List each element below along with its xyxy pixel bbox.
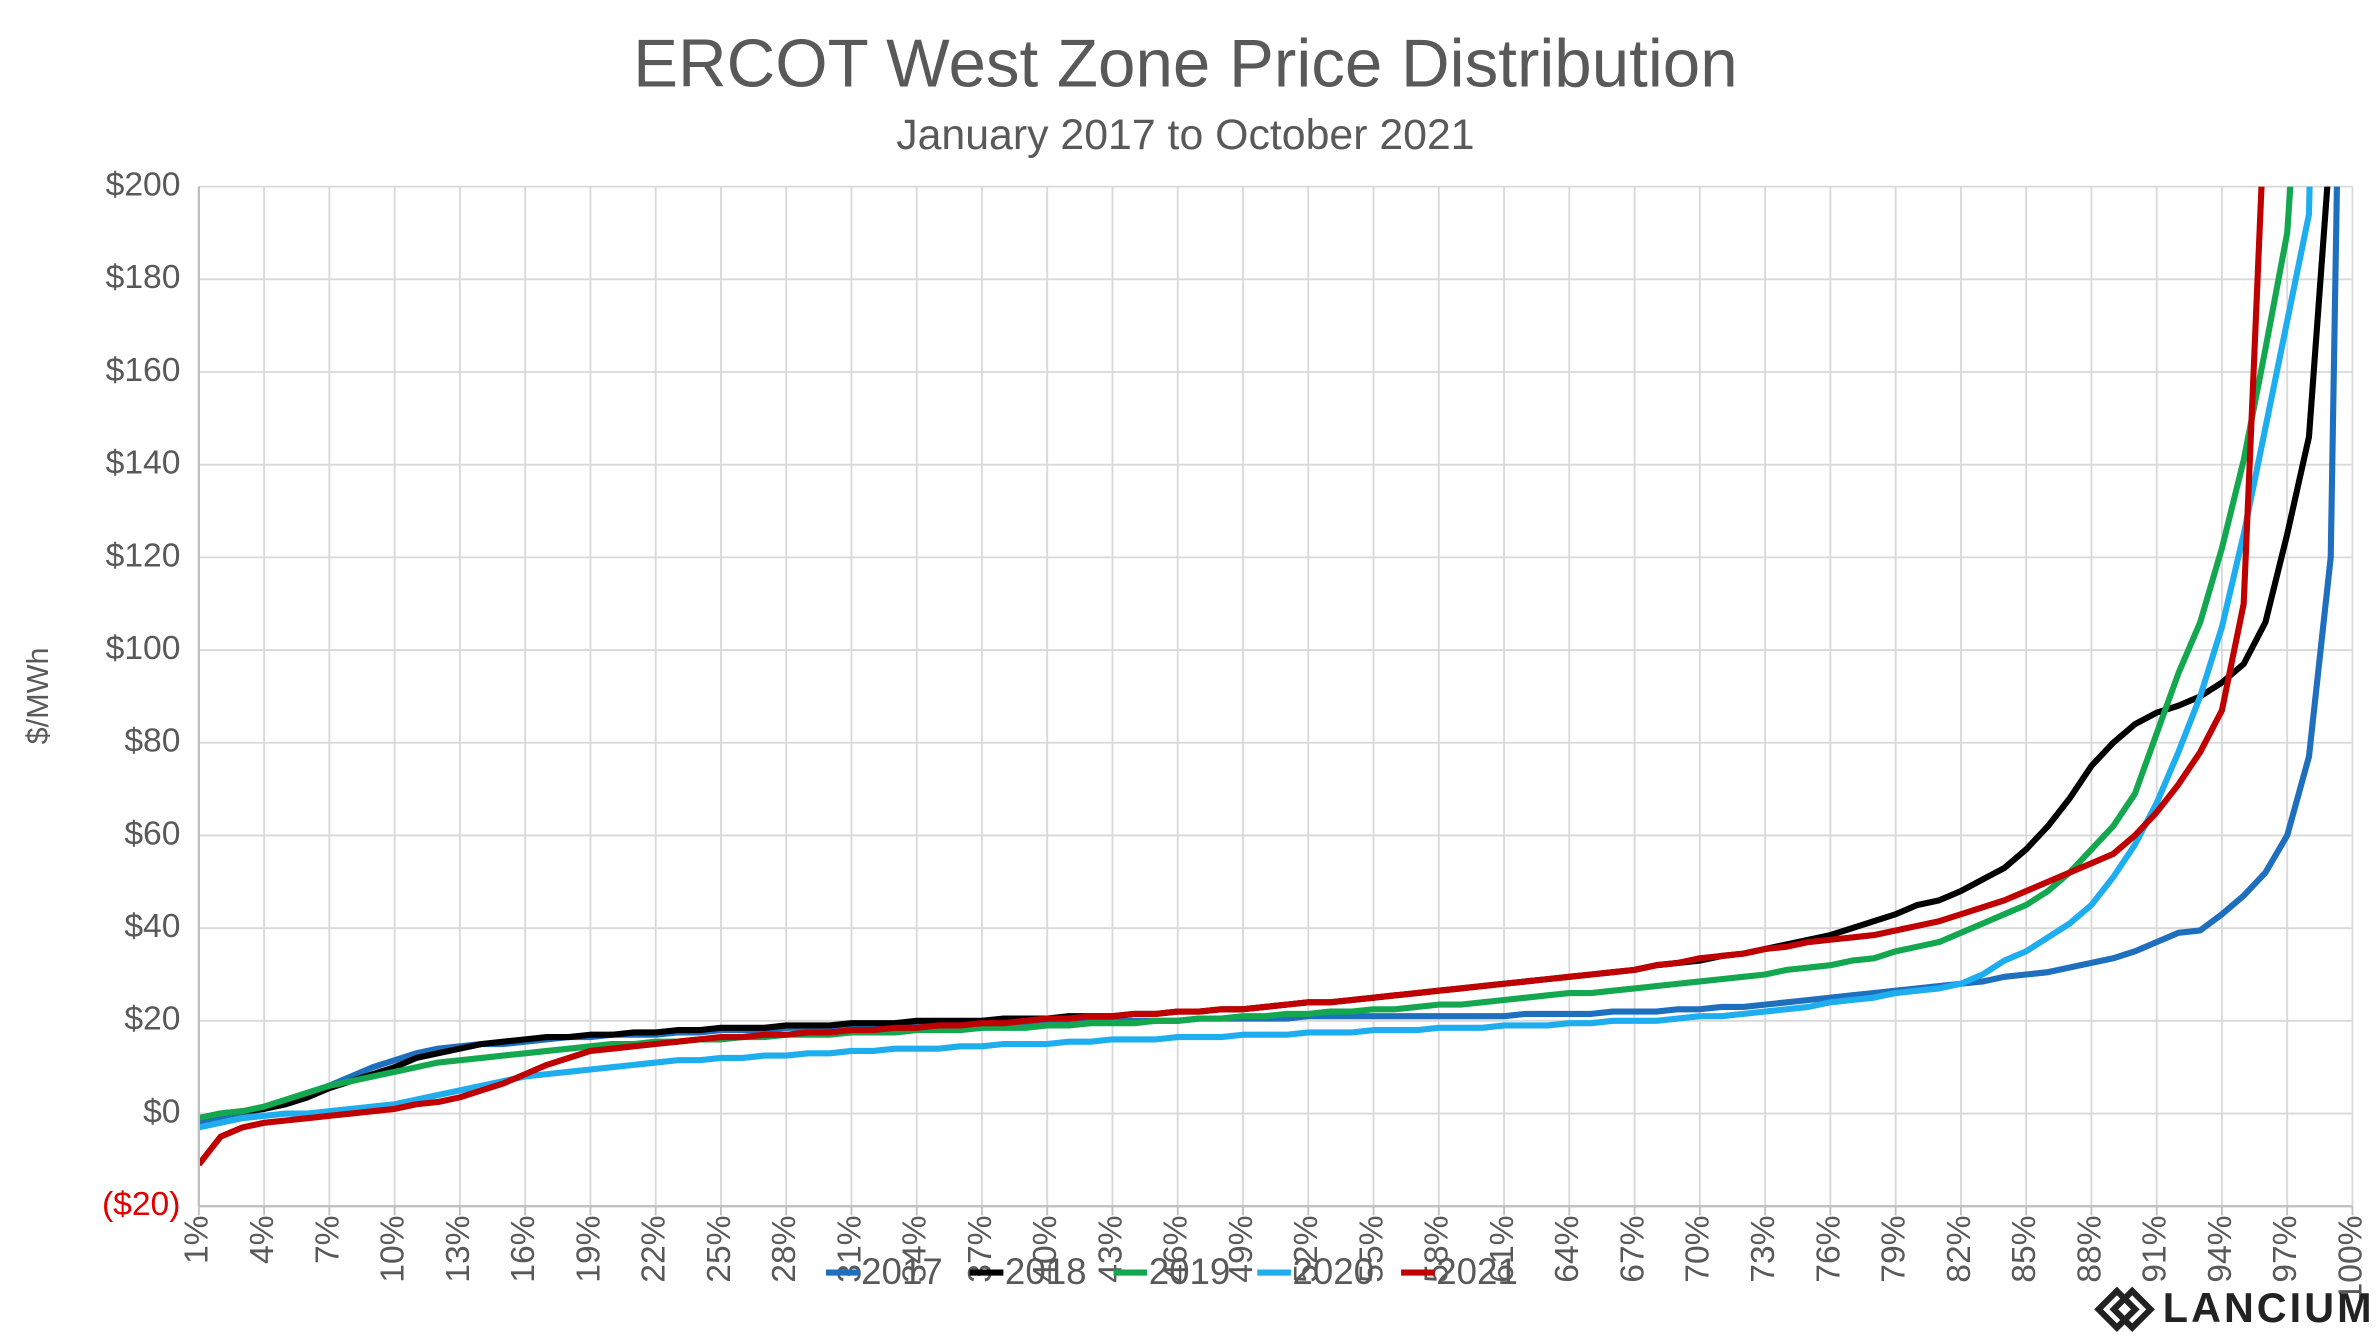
series-line [198, 186, 2313, 1131]
y-tick-label: $140 [106, 445, 181, 482]
x-tick-label: 28% [766, 1215, 803, 1282]
y-tick-label: $60 [124, 815, 180, 852]
x-tick-label: 25% [701, 1215, 738, 1282]
x-tick-label: 82% [1941, 1215, 1978, 1282]
x-tick-label: 52% [1288, 1215, 1325, 1282]
series-line [198, 186, 2265, 1167]
x-tick-label: 1% [179, 1215, 216, 1264]
x-tick-label: 97% [2267, 1215, 2304, 1282]
plot-lines [198, 186, 2340, 1167]
x-tick-label: 22% [636, 1215, 673, 1282]
series-line [198, 186, 2340, 1126]
y-tick-label: $0 [143, 1093, 180, 1130]
y-tick-label: $120 [106, 537, 181, 574]
x-tick-label: 73% [1745, 1215, 1782, 1282]
y-tick-label: $40 [124, 908, 180, 945]
x-tick-label: 13% [440, 1215, 477, 1282]
y-tick-label: $80 [124, 723, 180, 760]
x-tick-label: 100% [2332, 1215, 2369, 1301]
legend-label: 2018 [1005, 1251, 1087, 1292]
legend: 2017 2018 2019 2020 2021 [825, 1251, 1518, 1292]
x-tick-label: 67% [1614, 1215, 1651, 1282]
x-tick-label: 64% [1549, 1215, 1586, 1282]
chart-title: ERCOT West Zone Price Distribution [633, 27, 1738, 102]
logo-icon [2094, 1286, 2155, 1332]
chart-subtitle: January 2017 to October 2021 [896, 111, 1474, 159]
x-tick-label: 19% [570, 1215, 607, 1282]
x-tick-label: 88% [2071, 1215, 2108, 1282]
legend-label: 2019 [1149, 1251, 1231, 1292]
x-tick-label: 46% [1158, 1215, 1195, 1282]
x-tick-label: 85% [2006, 1215, 2043, 1282]
logo-text: LANCIUM [2163, 1285, 2375, 1331]
series-line [198, 186, 2294, 1122]
x-tick-label: 76% [1810, 1215, 1847, 1282]
x-tick-label: 4% [244, 1215, 281, 1264]
x-tick-label: 55% [1353, 1215, 1390, 1282]
y-tick-label: $20 [124, 1001, 180, 1038]
x-tick-label: 94% [2202, 1215, 2239, 1282]
x-tick-label: 40% [1027, 1215, 1064, 1282]
x-tick-label: 16% [505, 1215, 542, 1282]
x-tick-label: 79% [1876, 1215, 1913, 1282]
brand-logo: LANCIUM [2094, 1285, 2375, 1332]
x-tick-label: 34% [897, 1215, 934, 1282]
legend-label: 2021 [1436, 1251, 1518, 1292]
y-axis-label: $/MWh [21, 648, 55, 745]
x-tick-label: 7% [309, 1215, 346, 1264]
y-tick-label: $100 [106, 630, 181, 667]
axes: ($20) $0 $20 $40 $60 $80 $100 $120 $140 $160 $180 $… [102, 167, 2369, 1302]
y-tick-label: ($20) [102, 1186, 181, 1223]
x-tick-label: 49% [1223, 1215, 1260, 1282]
legend-label: 2020 [1292, 1251, 1374, 1292]
y-tick-label: $160 [106, 352, 181, 389]
legend-label: 2017 [861, 1251, 943, 1292]
x-tick-label: 10% [375, 1215, 412, 1282]
x-tick-label: 70% [1680, 1215, 1717, 1282]
y-tick-label: $200 [106, 167, 181, 204]
x-tick-label: 61% [1484, 1215, 1521, 1282]
x-tick-label: 91% [2137, 1215, 2174, 1282]
y-tick-label: $180 [106, 259, 181, 296]
